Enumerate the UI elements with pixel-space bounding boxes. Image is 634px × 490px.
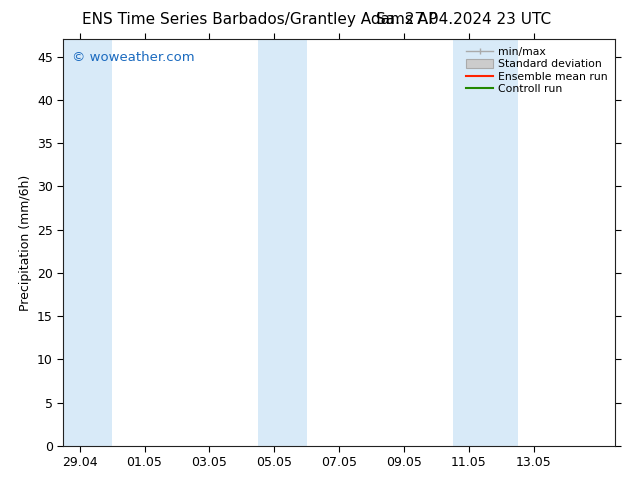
Bar: [63, 39, 112, 446]
Text: © woweather.com: © woweather.com: [72, 51, 194, 64]
Legend: min/max, Standard deviation, Ensemble mean run, Controll run: min/max, Standard deviation, Ensemble me…: [464, 45, 609, 97]
Text: ENS Time Series Barbados/Grantley Adams AP: ENS Time Series Barbados/Grantley Adams …: [82, 12, 438, 27]
Text: Sa. 27.04.2024 23 UTC: Sa. 27.04.2024 23 UTC: [377, 12, 552, 27]
Bar: [258, 39, 307, 446]
Y-axis label: Precipitation (mm/6h): Precipitation (mm/6h): [18, 174, 32, 311]
Bar: [453, 39, 517, 446]
